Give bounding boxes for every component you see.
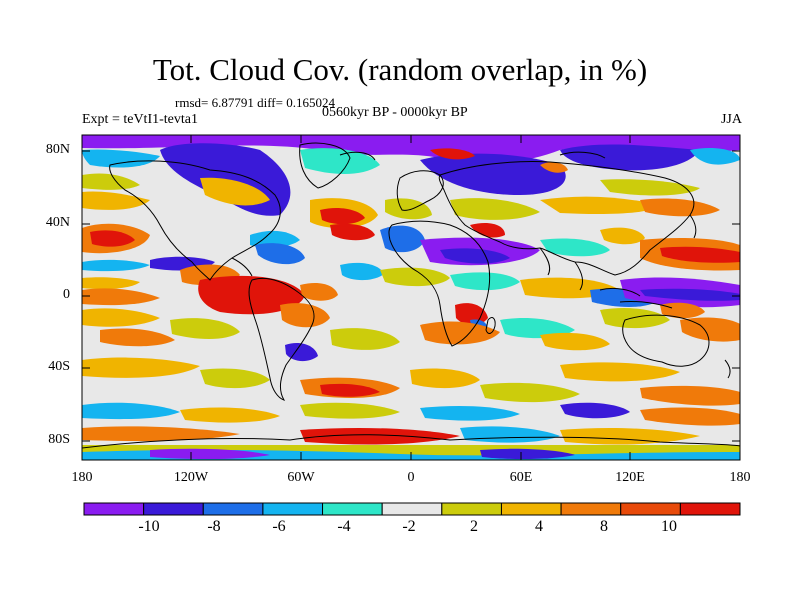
coastlines [82, 142, 740, 449]
colorbar-swatch [83, 502, 145, 516]
lat-label-40n: 40N [45, 215, 70, 230]
colorbar-label: -4 [337, 518, 351, 535]
colorbar-swatch [441, 502, 502, 516]
anomaly-field [82, 135, 740, 460]
lat-label-80n: 80N [45, 142, 70, 157]
colorbar-swatch [560, 502, 622, 516]
colorbar [83, 502, 741, 516]
map-title: Tot. Cloud Cov. (random overlap, in %) [152, 52, 648, 87]
colorbar-label: 2 [470, 518, 478, 535]
colorbar-label: -10 [138, 518, 160, 535]
lon-label-0: 0 [407, 470, 415, 485]
colorbar-label: 10 [661, 518, 677, 535]
lat-label-80s: 80S [48, 432, 70, 447]
lon-label-180w: 180 [71, 470, 93, 485]
colorbar-swatch [620, 502, 681, 516]
axis-ticks [82, 135, 740, 460]
colorbar-label: 8 [600, 518, 608, 535]
colorbar-swatch [679, 502, 741, 516]
lat-label-0: 0 [63, 287, 70, 302]
lat-label-40s: 40S [48, 359, 70, 374]
lon-label-120e: 120E [615, 470, 645, 485]
colorbar-label: 4 [535, 518, 543, 535]
colorbar-label: -6 [272, 518, 286, 535]
stats-text: rmsd= 6.87791 diff= 0.165024 [175, 95, 335, 110]
lon-label-60e: 60E [509, 470, 533, 485]
season-label: JJA [720, 112, 742, 127]
lon-label-120w: 120W [173, 470, 209, 485]
colorbar-swatch [381, 502, 443, 516]
lon-label-60w: 60W [287, 470, 315, 485]
colorbar-label: -2 [402, 518, 416, 535]
colorbar-label: -8 [207, 518, 221, 535]
colorbar-swatch [262, 502, 324, 516]
period-label: 0560kyr BP - 0000kyr BP [322, 105, 468, 120]
colorbar-swatch [143, 502, 204, 516]
colorbar-swatch [202, 502, 264, 516]
colorbar-swatch [322, 502, 383, 516]
colorbar-swatch [500, 502, 562, 516]
lon-label-180e: 180 [729, 470, 751, 485]
experiment-label: Expt = teVtI1-tevta1 [82, 112, 198, 127]
